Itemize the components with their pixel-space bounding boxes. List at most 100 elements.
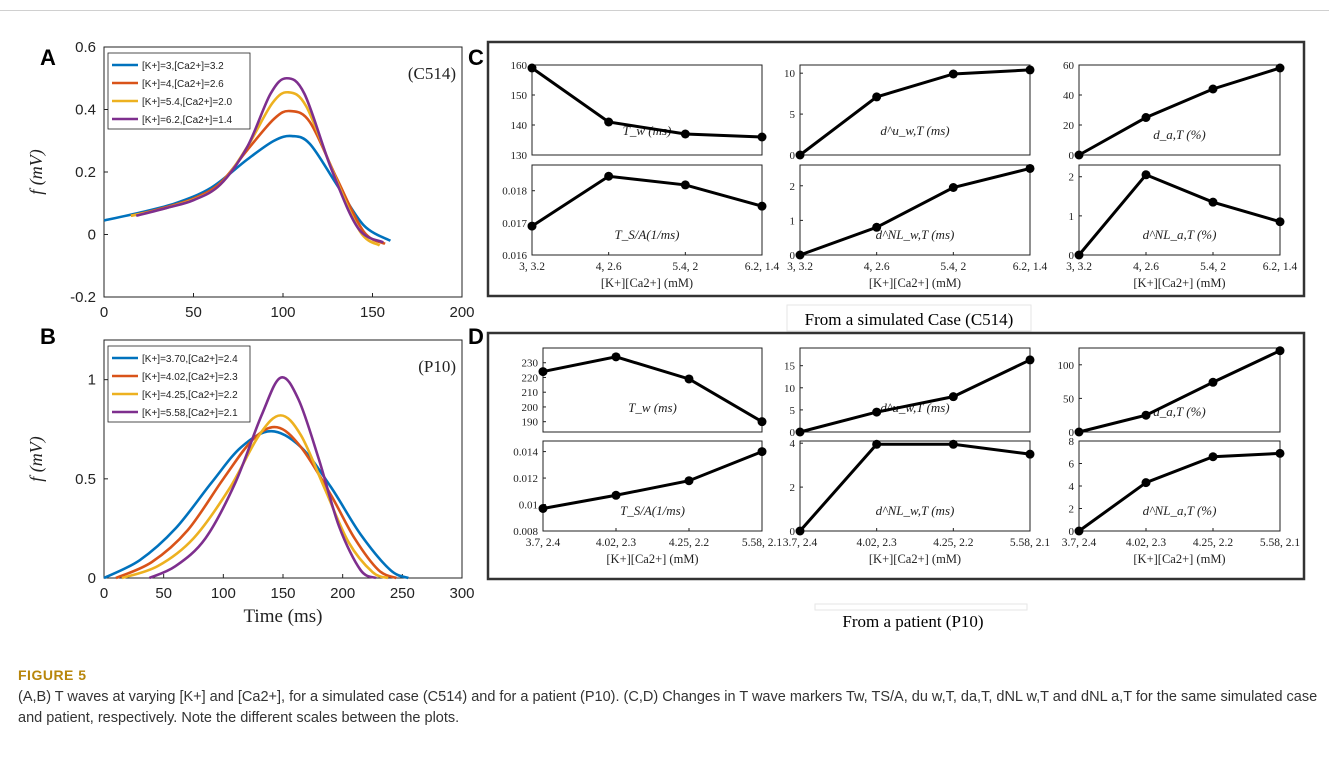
y-tick-label: 1 <box>790 215 796 227</box>
y-tick-label: 0 <box>1069 150 1075 162</box>
y-tick-label: 220 <box>522 372 539 384</box>
y-tick-label: 5 <box>790 109 796 121</box>
x-tick-label: 50 <box>155 585 172 602</box>
data-point <box>604 171 614 181</box>
chart-annotation: d^NL_w,T (ms) <box>876 227 955 242</box>
x-tick-label: 50 <box>185 304 202 321</box>
data-point <box>872 222 882 232</box>
x-tick-label: 6.2, 1.4 <box>745 261 780 273</box>
panel-c-frame <box>486 40 1306 298</box>
chart-C-da: 0 20 40 60 d_a,T (%) <box>1063 60 1285 162</box>
y-tick-label: 8 <box>1069 436 1075 448</box>
y-tick-label: 20 <box>1063 120 1075 132</box>
chart-annotation: T_w (ms) <box>628 400 677 415</box>
y-tick-label: 160 <box>511 60 528 72</box>
data-point <box>757 417 767 427</box>
y-tick-label: 0.017 <box>502 218 527 230</box>
y-tick-label: 2 <box>790 482 796 494</box>
x-tick-label: 100 <box>211 585 236 602</box>
chart-D-danl: 0 2 4 6 8 3.7, 2.4 4.02, 2.3 4.25, 2.2 5.58, 2.1… <box>1062 436 1301 566</box>
chart-B: 0 50 100 150 200 250 300 0 0.5 1 f (mV) Time (ms) (P… <box>26 339 475 627</box>
x-tick-label: 4, 2.6 <box>596 261 622 273</box>
chart-C-Tsa: 0.016 0.017 0.018 3, 3.2 4, 2.6 5.4, 2 6.2, 1.… <box>502 164 780 290</box>
data-point <box>611 352 621 362</box>
plot-area <box>1078 164 1281 256</box>
y-tick-label: 10 <box>784 68 796 80</box>
data-point <box>757 132 767 142</box>
group-title-c-box <box>786 304 1032 332</box>
x-axis-label: [K+][Ca2+] (mM) <box>1133 552 1225 566</box>
y-tick-label: 0.4 <box>75 102 96 119</box>
x-tick-label: 4.02, 2.3 <box>857 537 898 549</box>
data-point <box>1208 377 1218 387</box>
x-tick-label: 5.4, 2 <box>672 261 698 273</box>
y-tick-label: -0.2 <box>70 289 96 306</box>
y-tick-label: 0.008 <box>513 526 538 538</box>
x-tick-label: 3.7, 2.4 <box>526 537 561 549</box>
y-tick-label: 4 <box>1069 481 1075 493</box>
figure-caption: FIGURE 5 (A,B) T waves at varying [K+] a… <box>18 665 1318 729</box>
data-point <box>872 439 882 449</box>
chart-D-da: 0 50 100 d_a,T (%) <box>1058 346 1285 439</box>
data-point <box>684 476 694 486</box>
data-point <box>527 221 537 231</box>
legend-entry: [K+]=3,[Ca2+]=3.2 <box>142 61 224 72</box>
y-tick-label: 1 <box>1069 211 1075 223</box>
data-point <box>948 183 958 192</box>
x-axis-label: [K+][Ca2+] (mM) <box>606 552 698 566</box>
y-tick-label: 0 <box>1069 526 1075 538</box>
chart-D-Tw: 190 200 210 220 230 T_w (ms) <box>522 347 767 433</box>
series-line <box>1078 66 1281 157</box>
chart-annotation: d^NL_a,T (%) <box>1143 503 1217 518</box>
series-line <box>121 414 389 580</box>
data-point <box>680 129 690 139</box>
series-line <box>1077 172 1281 256</box>
data-point <box>1275 63 1285 73</box>
data-point <box>1208 197 1218 207</box>
x-tick-label: 3, 3.2 <box>519 261 545 273</box>
plot-area <box>799 64 1031 156</box>
legend-entry: [K+]=4.25,[Ca2+]=2.2 <box>142 390 238 401</box>
x-tick-label: 4.25, 2.2 <box>669 537 710 549</box>
x-tick-label: 200 <box>330 585 355 602</box>
y-tick-label: 10 <box>784 383 796 395</box>
data-point <box>1025 355 1035 365</box>
data-point <box>684 374 694 384</box>
y-tick-label: 0 <box>1069 250 1075 262</box>
x-tick-label: 4.02, 2.3 <box>596 537 637 549</box>
y-tick-label: 5 <box>790 405 796 417</box>
y-tick-label: 2 <box>1069 504 1075 516</box>
series-line <box>531 174 763 228</box>
x-tick-label: 5.58, 2.1 <box>1260 537 1301 549</box>
x-axis-label: [K+][Ca2+] (mM) <box>1133 276 1225 290</box>
x-tick-label: 0 <box>100 585 108 602</box>
legend-entry: [K+]=5.58,[Ca2+]=2.1 <box>142 408 238 419</box>
x-tick-label: 6.2, 1.4 <box>1263 261 1298 273</box>
data-point <box>1141 170 1151 180</box>
data-point <box>1025 449 1035 459</box>
data-point <box>1275 217 1285 227</box>
series-line <box>1078 349 1281 434</box>
plot-area <box>542 347 763 433</box>
y-tick-label: 0.016 <box>502 250 527 262</box>
x-tick-label: 200 <box>449 304 474 321</box>
y-tick-label: 0 <box>790 150 796 162</box>
y-tick-label: 130 <box>511 150 528 162</box>
series-line <box>542 450 763 510</box>
x-tick-label: 150 <box>270 585 295 602</box>
y-axis-label: f (mV) <box>26 149 47 194</box>
group-title-d-box <box>814 603 1028 611</box>
y-tick-label: 0 <box>88 227 96 244</box>
data-point <box>1074 427 1084 437</box>
x-tick-label: 150 <box>360 304 385 321</box>
series-line <box>148 376 377 580</box>
plot-area <box>542 440 763 532</box>
y-tick-label: 0 <box>88 570 96 587</box>
chart-D-dwnl: 0 2 4 3.7, 2.4 4.02, 2.3 4.25, 2.2 5.58, 2.1 [K… <box>783 438 1051 566</box>
x-tick-label: 5.58, 2.1 <box>742 537 783 549</box>
y-tick-label: 0.01 <box>519 500 538 512</box>
data-point <box>1275 346 1285 356</box>
chart-annotation: (P10) <box>418 357 456 376</box>
y-tick-label: 230 <box>522 358 539 370</box>
x-axis-label: [K+][Ca2+] (mM) <box>601 276 693 290</box>
